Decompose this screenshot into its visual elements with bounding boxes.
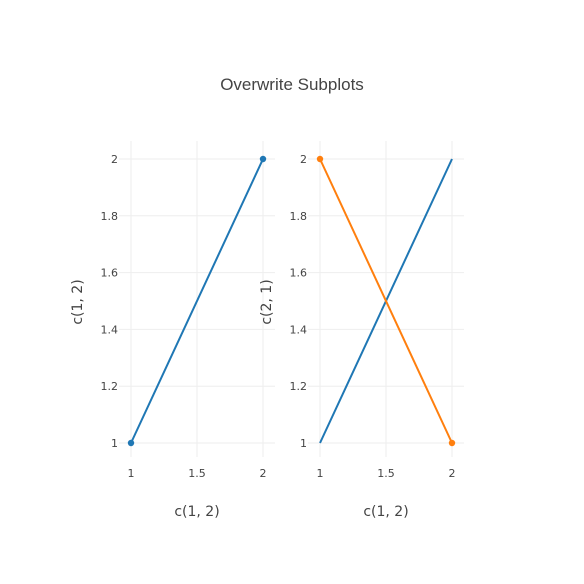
subplot-2-x-axis-title: c(1, 2)	[363, 504, 408, 520]
subplot-1-y-tick-label: 1.2	[101, 380, 119, 393]
subplot-1-y-axis-title: c(1, 2)	[70, 279, 86, 324]
subplot-1-x-axis-title: c(1, 2)	[174, 504, 219, 520]
subplot-2-series	[316, 155, 456, 447]
subplot-1-x-tick-label: 2	[260, 467, 267, 480]
subplot-1-series-1-point[interactable]	[127, 439, 135, 447]
subplot-2-series-2-line	[319, 158, 453, 444]
subplot-1-y-tick-label: 1.4	[101, 323, 119, 336]
subplot-2-series-2-point[interactable]	[316, 155, 324, 163]
subplot-2-y-tick-label: 1.8	[290, 210, 308, 223]
chart-title: Overwrite Subplots	[220, 75, 364, 94]
subplot-2-series-2-point[interactable]	[448, 439, 456, 447]
subplot-1-series-1-line	[130, 158, 264, 444]
subplot-2-x-tick-label: 1	[317, 467, 324, 480]
subplot-1: 1 1.5 2 1 1.2 1.4 1.6 1.8 2 c(1, 2) c(1, 2)	[70, 141, 275, 520]
subplot-1-y-tick-label: 1.6	[101, 267, 119, 280]
subplot-1-x-tick-label: 1	[128, 467, 135, 480]
subplot-1-grid	[119, 141, 275, 457]
subplot-1-series	[127, 155, 267, 447]
subplot-2-y-tick-label: 2	[300, 153, 307, 166]
subplot-2-y-tick-label: 1.4	[290, 323, 308, 336]
subplot-2-y-tick-label: 1.2	[290, 380, 308, 393]
subplot-2: 1 1.5 2 1 1.2 1.4 1.6 1.8 2 c(1, 2) c(2, 1)	[259, 141, 464, 520]
subplot-1-y-tick-label: 2	[111, 153, 118, 166]
subplot-2-y-tick-label: 1.6	[290, 267, 308, 280]
subplot-2-x-tick-label: 2	[449, 467, 456, 480]
subplot-2-y-tick-label: 1	[300, 437, 307, 450]
subplot-1-y-tick-label: 1.8	[101, 210, 119, 223]
subplot-2-x-tick-label: 1.5	[377, 467, 395, 480]
subplot-1-ticks: 1 1.5 2 1 1.2 1.4 1.6 1.8 2	[101, 153, 267, 480]
subplot-1-series-1-point[interactable]	[259, 155, 267, 163]
subplot-1-y-tick-label: 1	[111, 437, 118, 450]
subplot-1-x-tick-label: 1.5	[188, 467, 206, 480]
subplot-2-y-axis-title: c(2, 1)	[259, 279, 275, 324]
subplot-2-ticks: 1 1.5 2 1 1.2 1.4 1.6 1.8 2	[290, 153, 456, 480]
